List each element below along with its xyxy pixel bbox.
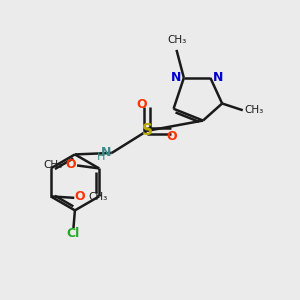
Text: N: N bbox=[101, 146, 112, 159]
Text: CH₃: CH₃ bbox=[88, 192, 108, 202]
Text: O: O bbox=[136, 98, 147, 111]
Text: S: S bbox=[142, 123, 153, 138]
Text: N: N bbox=[170, 71, 181, 84]
Text: N: N bbox=[213, 71, 224, 84]
Text: O: O bbox=[66, 158, 76, 171]
Text: H: H bbox=[97, 152, 106, 162]
Text: O: O bbox=[167, 130, 177, 143]
Text: O: O bbox=[75, 190, 86, 203]
Text: Cl: Cl bbox=[67, 227, 80, 240]
Text: CH₃: CH₃ bbox=[167, 35, 186, 46]
Text: CH₃: CH₃ bbox=[244, 105, 263, 115]
Text: CH₃: CH₃ bbox=[44, 160, 63, 170]
